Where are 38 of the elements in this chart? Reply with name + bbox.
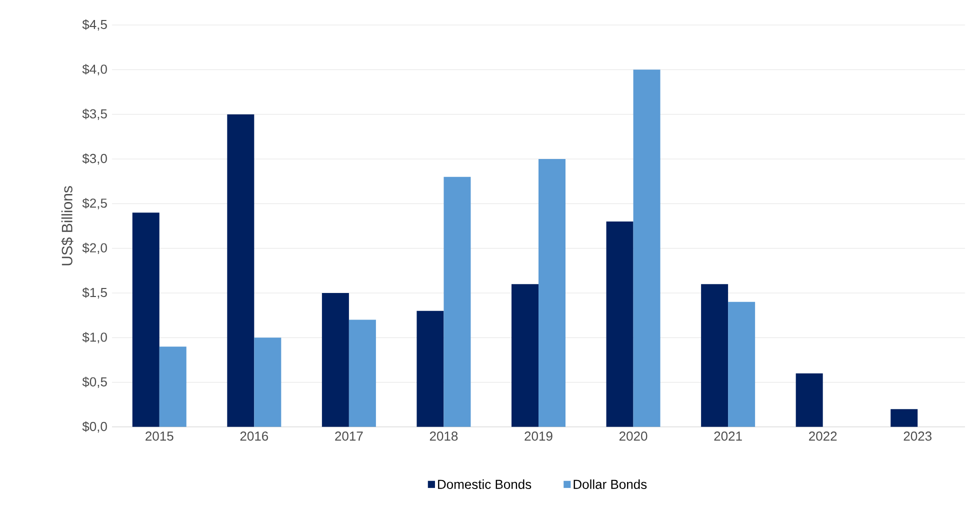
y-tick-label: $1,0 (82, 332, 107, 344)
x-tick-label: 2017 (335, 432, 363, 441)
bar (728, 302, 756, 427)
bar (606, 222, 634, 427)
bar (701, 284, 728, 427)
x-tick-label: 2019 (524, 432, 552, 441)
x-tick-label: 2018 (430, 432, 458, 441)
y-tick-label: $0,5 (82, 376, 107, 388)
bar (512, 284, 539, 427)
bar (348, 320, 376, 427)
bar (444, 176, 471, 427)
bar (227, 114, 254, 427)
bar (322, 293, 349, 427)
x-tick-label: 2021 (714, 432, 742, 441)
bar (132, 212, 160, 427)
y-tick-label: $4,0 (82, 64, 107, 76)
legend-label: Dollar Bonds (574, 479, 647, 489)
y-tick-label: $3,5 (82, 108, 107, 120)
bar (796, 373, 823, 427)
y-tick-label: $3,0 (82, 153, 107, 165)
y-tick-label: $1,5 (82, 287, 107, 299)
y-tick-label: $4,5 (82, 19, 107, 31)
bar (416, 310, 444, 427)
y-tick-label: $2,0 (82, 242, 107, 254)
y-tick-label: $0,0 (82, 421, 107, 433)
y-tick-label: $2,5 (82, 198, 107, 210)
bar (890, 409, 918, 427)
bar (633, 70, 660, 427)
y-axis-title: US$ Billions (61, 186, 74, 266)
x-tick-label: 2020 (619, 432, 648, 441)
bar (254, 338, 282, 427)
bar (538, 158, 566, 427)
x-tick-label: 2022 (809, 432, 837, 441)
bar (159, 346, 186, 427)
x-tick-label: 2016 (240, 432, 268, 441)
x-tick-label: 2015 (146, 432, 174, 441)
x-tick-label: 2023 (904, 432, 932, 441)
legend-label: Domestic Bonds (438, 479, 532, 489)
